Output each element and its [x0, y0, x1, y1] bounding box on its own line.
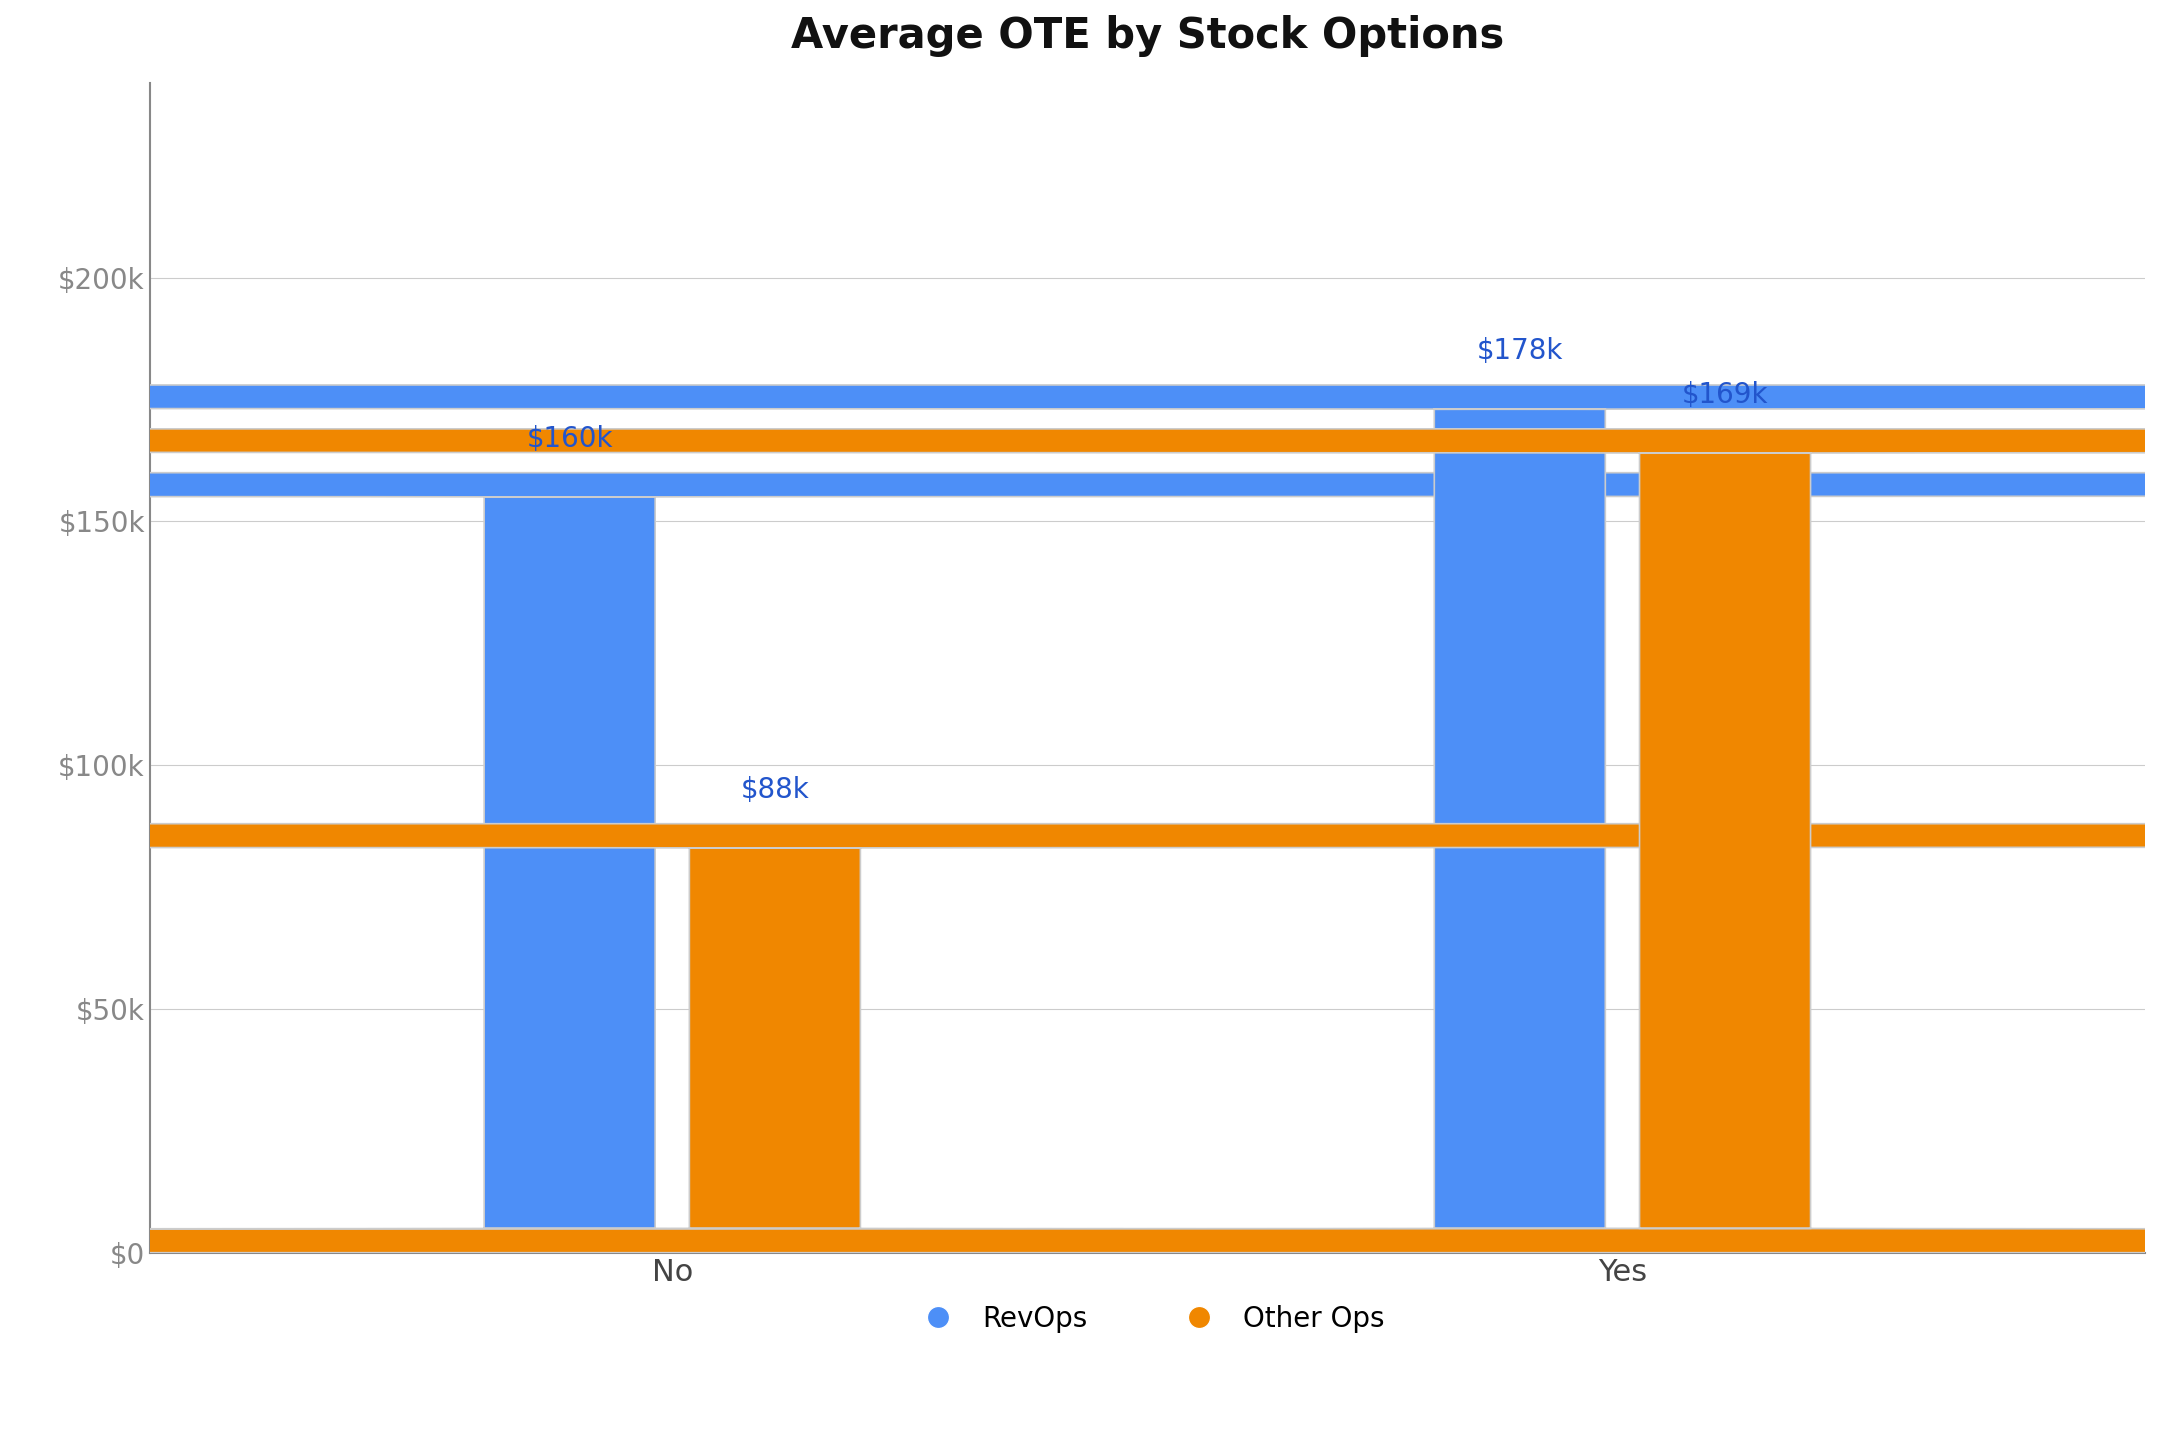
FancyBboxPatch shape	[0, 429, 2160, 1253]
Text: $178k: $178k	[1477, 337, 1564, 366]
Text: $169k: $169k	[1683, 382, 1769, 409]
FancyBboxPatch shape	[0, 472, 2160, 1253]
Text: $160k: $160k	[527, 425, 613, 454]
FancyBboxPatch shape	[0, 824, 2160, 1253]
Title: Average OTE by Stock Options: Average OTE by Stock Options	[791, 14, 1503, 58]
FancyBboxPatch shape	[0, 384, 2160, 1253]
Legend: RevOps, Other Ops: RevOps, Other Ops	[899, 1295, 1395, 1344]
Text: $88k: $88k	[741, 776, 810, 804]
